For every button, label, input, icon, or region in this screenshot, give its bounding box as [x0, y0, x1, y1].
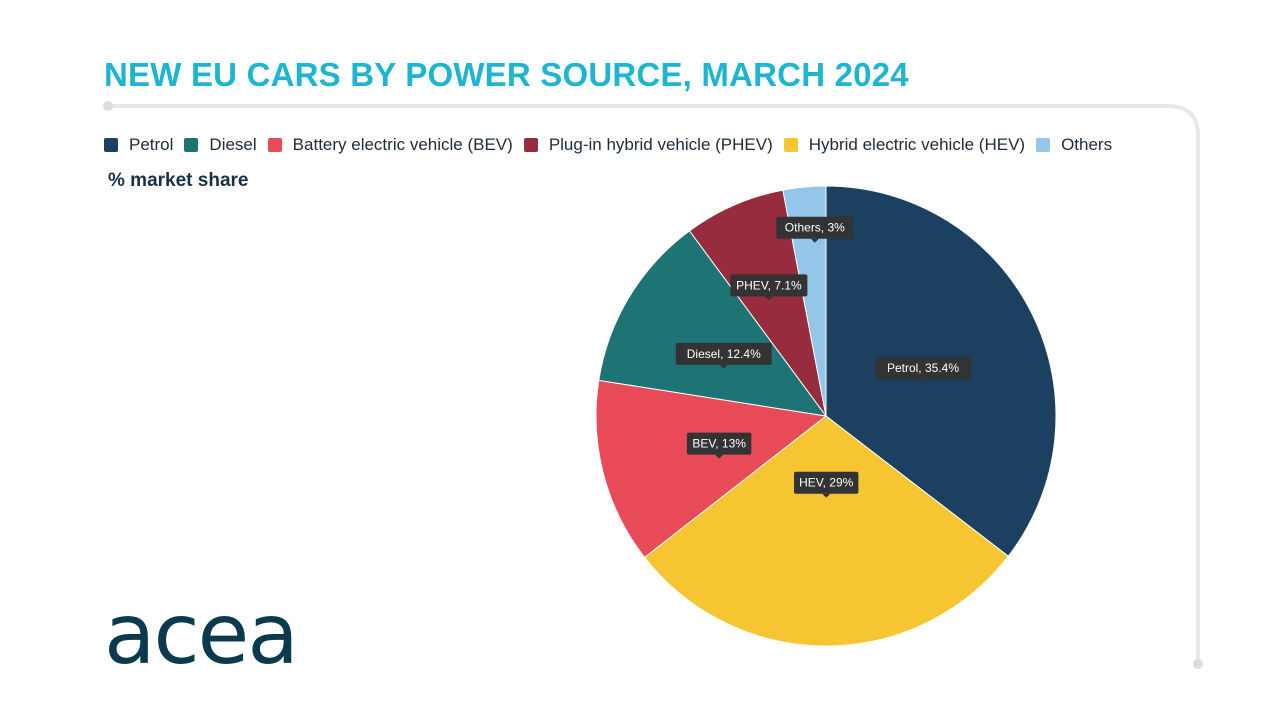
data-label-pointer: [918, 379, 927, 384]
legend-item-petrol[interactable]: Petrol: [104, 135, 173, 155]
data-label-box: [875, 357, 971, 380]
data-label-text: HEV, 29%: [799, 476, 854, 490]
data-label-pointer: [764, 296, 773, 301]
chart-subtitle: % market share: [108, 170, 249, 191]
legend-item-hev[interactable]: Hybrid electric vehicle (HEV): [783, 135, 1026, 155]
legend-swatch-others: [1036, 138, 1051, 152]
legend-label: Plug-in hybrid vehicle (PHEV): [548, 135, 773, 154]
data-label-pointer: [822, 493, 831, 498]
acea-logo: acea: [104, 585, 299, 683]
legend-swatch-diesel: [184, 138, 199, 152]
data-label-text: BEV, 13%: [692, 437, 746, 451]
legend-label: Hybrid electric vehicle (HEV): [808, 135, 1026, 154]
data-label-box: [776, 216, 854, 239]
legend-label: Others: [1061, 135, 1113, 154]
legend-swatch-petrol: [104, 138, 118, 152]
data-label-petrol: Petrol, 35.4%: [875, 357, 971, 384]
legend-swatch-bev: [267, 138, 282, 152]
legend-label: Diesel: [209, 135, 257, 154]
data-label-pointer: [715, 454, 724, 459]
pie-slice-phev[interactable]: [688, 189, 827, 417]
legend-label: Petrol: [129, 135, 174, 154]
data-label-box: [675, 342, 772, 365]
data-label-pointer: [810, 238, 819, 243]
legend-label: Battery electric vehicle (BEV): [292, 135, 513, 154]
legend-item-phev[interactable]: Plug-in hybrid vehicle (PHEV): [523, 135, 773, 155]
pie-slice-hev[interactable]: [643, 415, 1010, 647]
legend-item-others[interactable]: Others: [1036, 135, 1112, 155]
data-label-others: Others, 3%: [776, 216, 854, 243]
data-label-pointer: [719, 364, 728, 369]
data-label-text: Diesel, 12.4%: [687, 347, 761, 361]
data-label-text: PHEV, 7.1%: [736, 278, 802, 292]
data-label-box: [730, 274, 808, 297]
pie-slice-others[interactable]: [782, 185, 827, 417]
data-label-box: [794, 471, 859, 494]
legend-swatch-phev: [523, 138, 538, 152]
legend: Petrol Diesel Battery electric vehicle (…: [104, 135, 1123, 155]
legend-item-diesel[interactable]: Diesel: [184, 135, 257, 155]
data-label-box: [686, 432, 752, 455]
legend-swatch-hev: [783, 138, 798, 152]
data-label-text: Others, 3%: [785, 221, 845, 235]
data-label-diesel: Diesel, 12.4%: [675, 342, 772, 369]
pie-slice-diesel[interactable]: [598, 230, 828, 417]
data-label-phev: PHEV, 7.1%: [730, 274, 808, 301]
data-label-text: Petrol, 35.4%: [887, 361, 959, 375]
legend-item-bev[interactable]: Battery electric vehicle (BEV): [267, 135, 513, 155]
pie-slice-bev[interactable]: [595, 379, 828, 559]
chart-title: NEW EU CARS BY POWER SOURCE, MARCH 2024: [104, 56, 909, 93]
data-label-bev: BEV, 13%: [686, 432, 752, 459]
data-label-hev: HEV, 29%: [794, 471, 859, 498]
